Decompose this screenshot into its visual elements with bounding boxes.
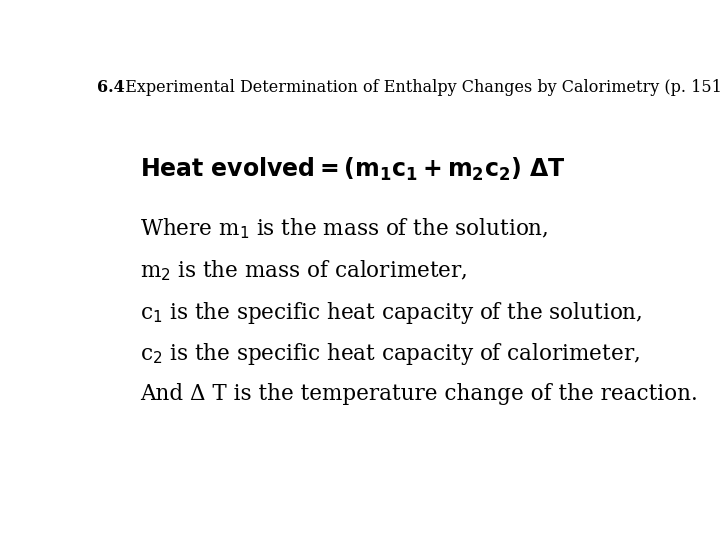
Text: m$_2$ is the mass of calorimeter,: m$_2$ is the mass of calorimeter, xyxy=(140,258,468,283)
Text: c$_2$ is the specific heat capacity of calorimeter,: c$_2$ is the specific heat capacity of c… xyxy=(140,341,640,367)
Text: And Δ T is the temperature change of the reaction.: And Δ T is the temperature change of the… xyxy=(140,383,698,405)
Text: c$_1$ is the specific heat capacity of the solution,: c$_1$ is the specific heat capacity of t… xyxy=(140,300,643,326)
Text: Experimental Determination of Enthalpy Changes by Calorimetry (p. 151): Experimental Determination of Enthalpy C… xyxy=(114,79,720,96)
Text: $\bf{Heat\ evolved = (m_1c_1 + m_2c_2)\ \Delta T}$: $\bf{Heat\ evolved = (m_1c_1 + m_2c_2)\ … xyxy=(140,156,566,184)
Text: 6.4: 6.4 xyxy=(96,79,125,96)
Text: Where m$_1$ is the mass of the solution,: Where m$_1$ is the mass of the solution, xyxy=(140,217,549,241)
